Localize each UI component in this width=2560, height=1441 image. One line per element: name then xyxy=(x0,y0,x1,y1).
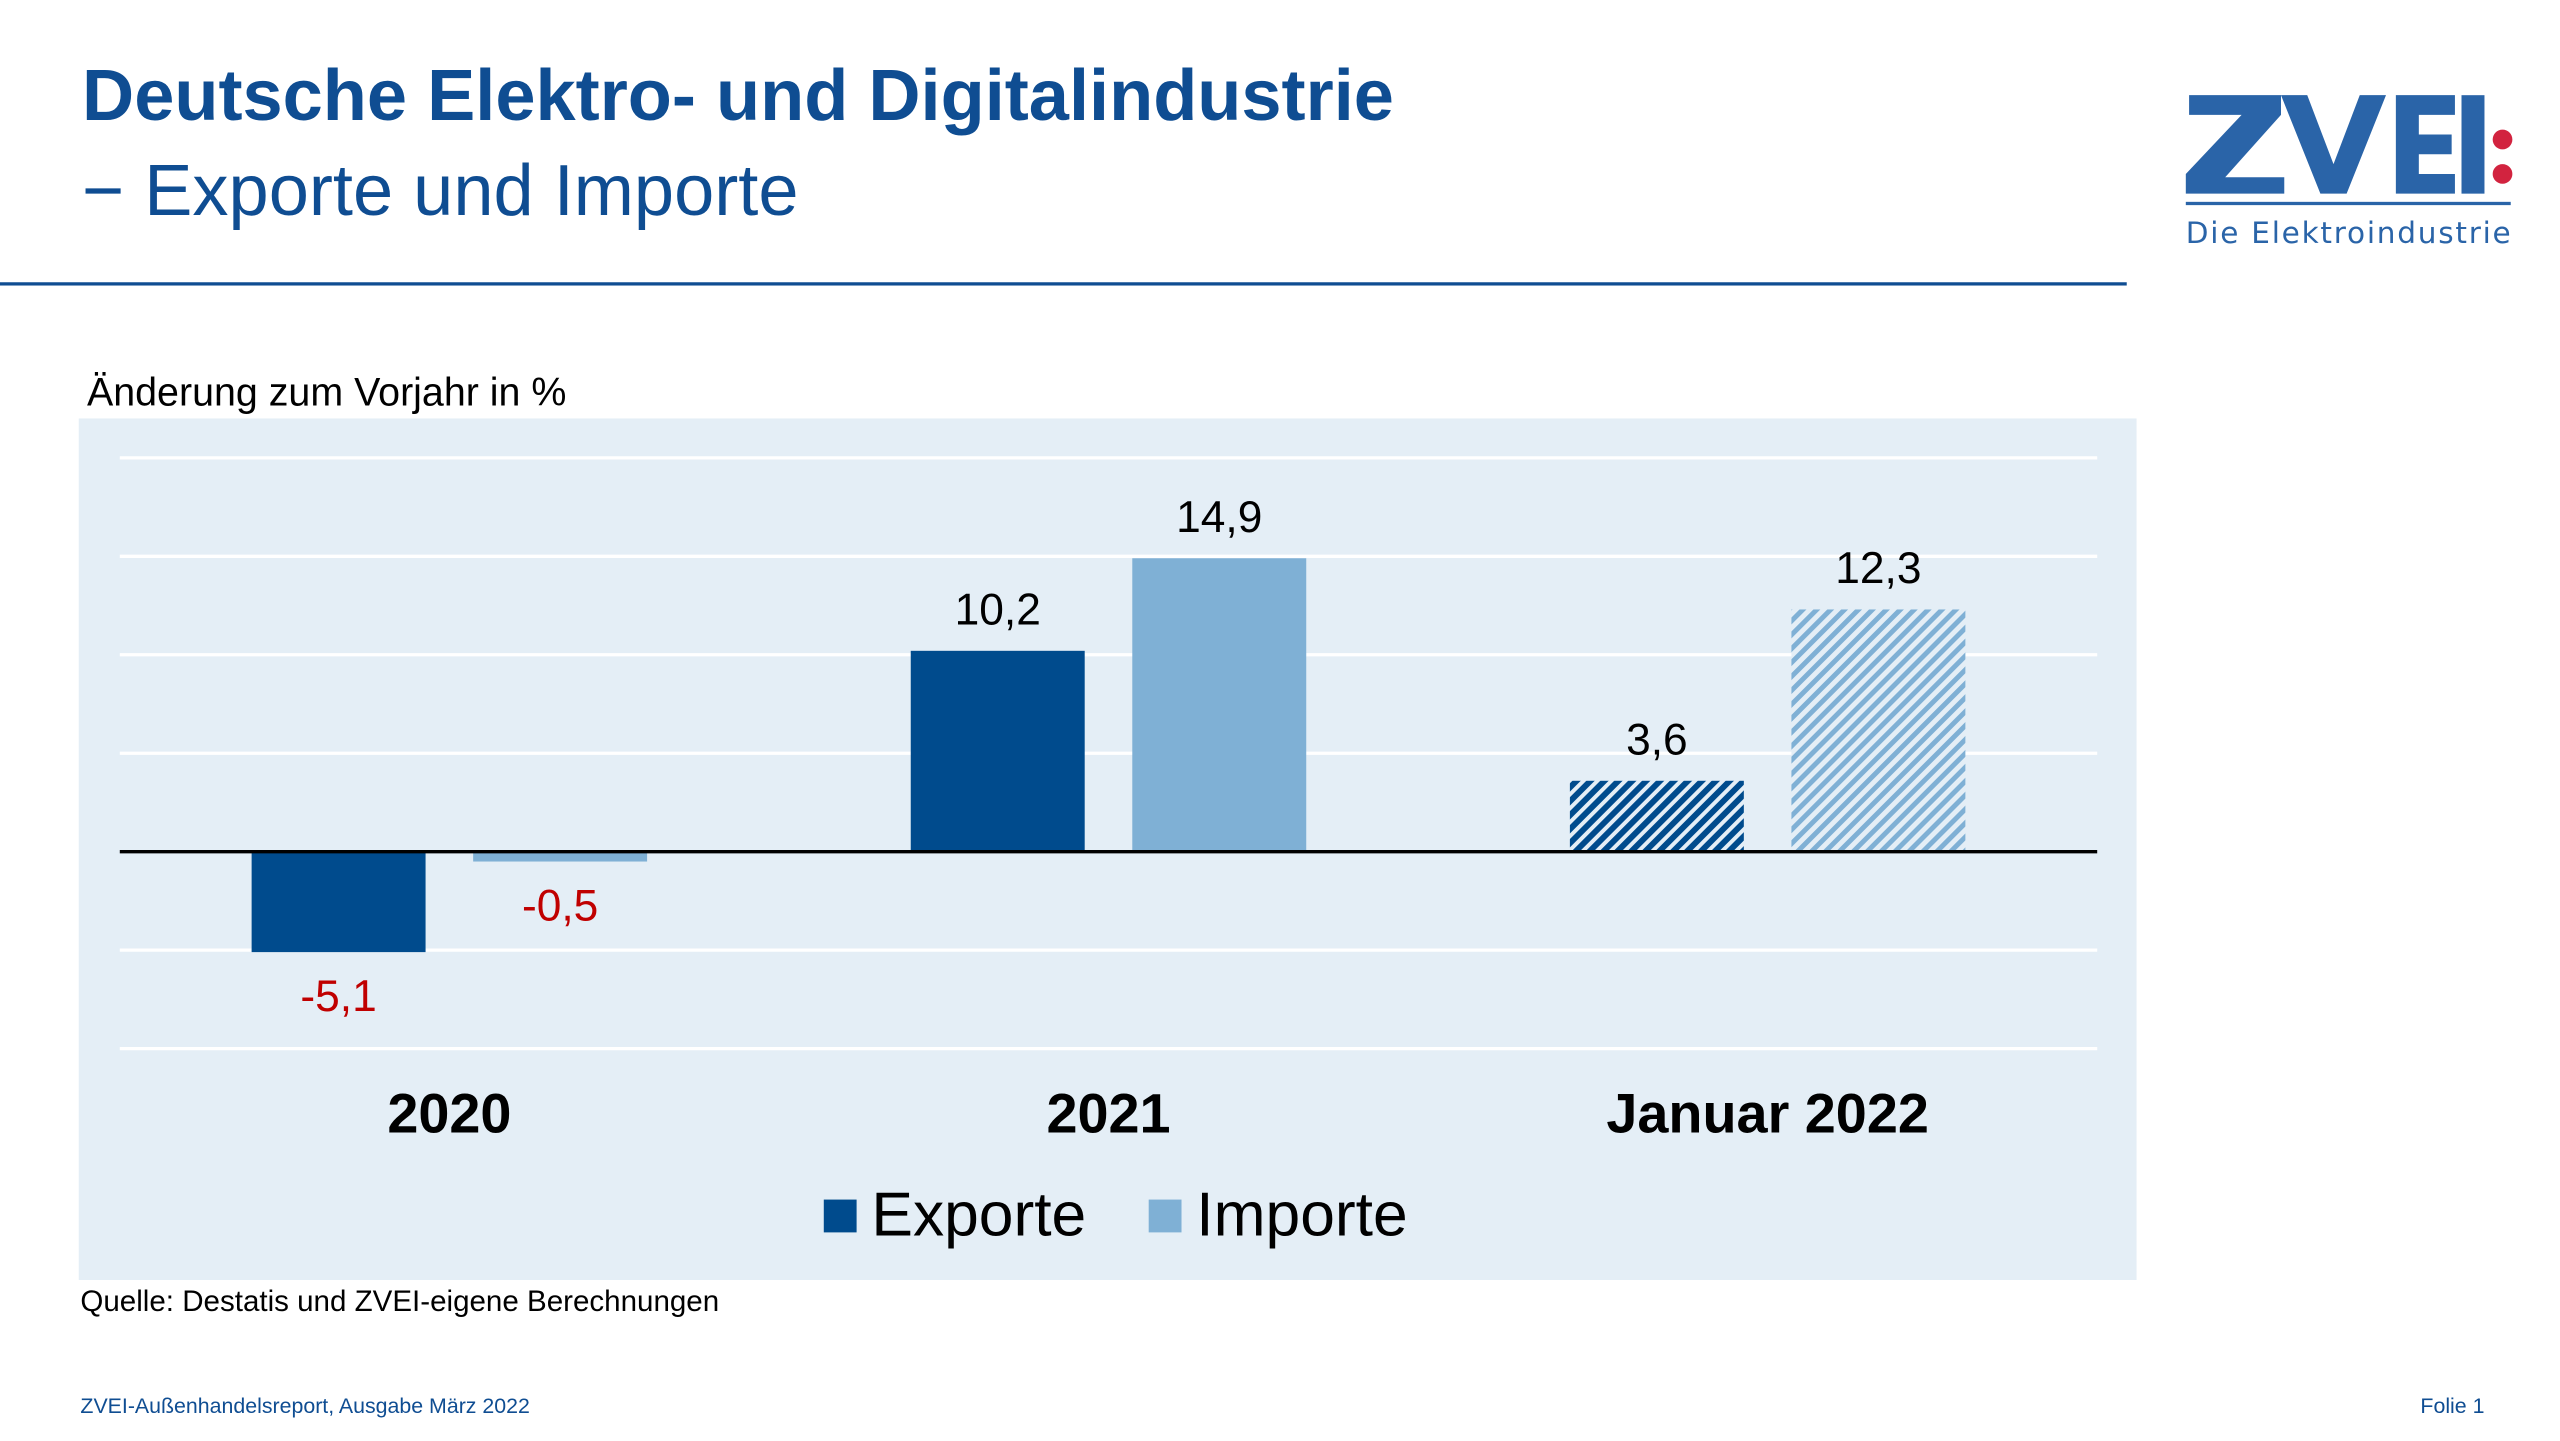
slide-number: Folie 1 xyxy=(2420,1393,2485,1418)
y-axis-label: Änderung zum Vorjahr in % xyxy=(86,370,567,416)
legend-label-importe: Importe xyxy=(1196,1181,1407,1250)
page-title: Deutsche Elektro- und Digitalindustrie xyxy=(82,55,1394,137)
logo-tagline: Die Elektroindustrie xyxy=(2186,216,2511,250)
title-divider xyxy=(0,282,2127,286)
bar-importe xyxy=(1132,558,1307,852)
bar-exporte xyxy=(1569,780,1744,852)
bar-exporte xyxy=(251,851,426,953)
footer-left: ZVEI-Außenhandelsreport, Ausgabe März 20… xyxy=(80,1393,530,1418)
source-note: Quelle: Destatis und ZVEI-eigene Berechn… xyxy=(80,1284,720,1318)
legend-swatch-importe xyxy=(1148,1199,1182,1233)
category-label: 2020 xyxy=(387,1081,511,1144)
bar-importe xyxy=(1791,609,1966,852)
page-subtitle: − Exporte und Importe xyxy=(82,150,799,232)
category-label: 2021 xyxy=(1046,1081,1170,1144)
bar-importe xyxy=(473,851,648,862)
zvei-logo: Die Elektroindustrie xyxy=(2185,95,2513,250)
data-label: 3,6 xyxy=(1626,716,1688,765)
data-label: 12,3 xyxy=(1835,544,1921,593)
bar-exporte xyxy=(910,650,1085,852)
data-label: -0,5 xyxy=(522,882,598,931)
data-label: 14,9 xyxy=(1176,493,1262,542)
legend-swatch-exporte xyxy=(823,1199,857,1233)
category-label: Januar 2022 xyxy=(1606,1081,1929,1144)
data-label: 10,2 xyxy=(955,586,1041,635)
legend-label-exporte: Exporte xyxy=(871,1181,1086,1250)
data-label: -5,1 xyxy=(300,972,376,1021)
